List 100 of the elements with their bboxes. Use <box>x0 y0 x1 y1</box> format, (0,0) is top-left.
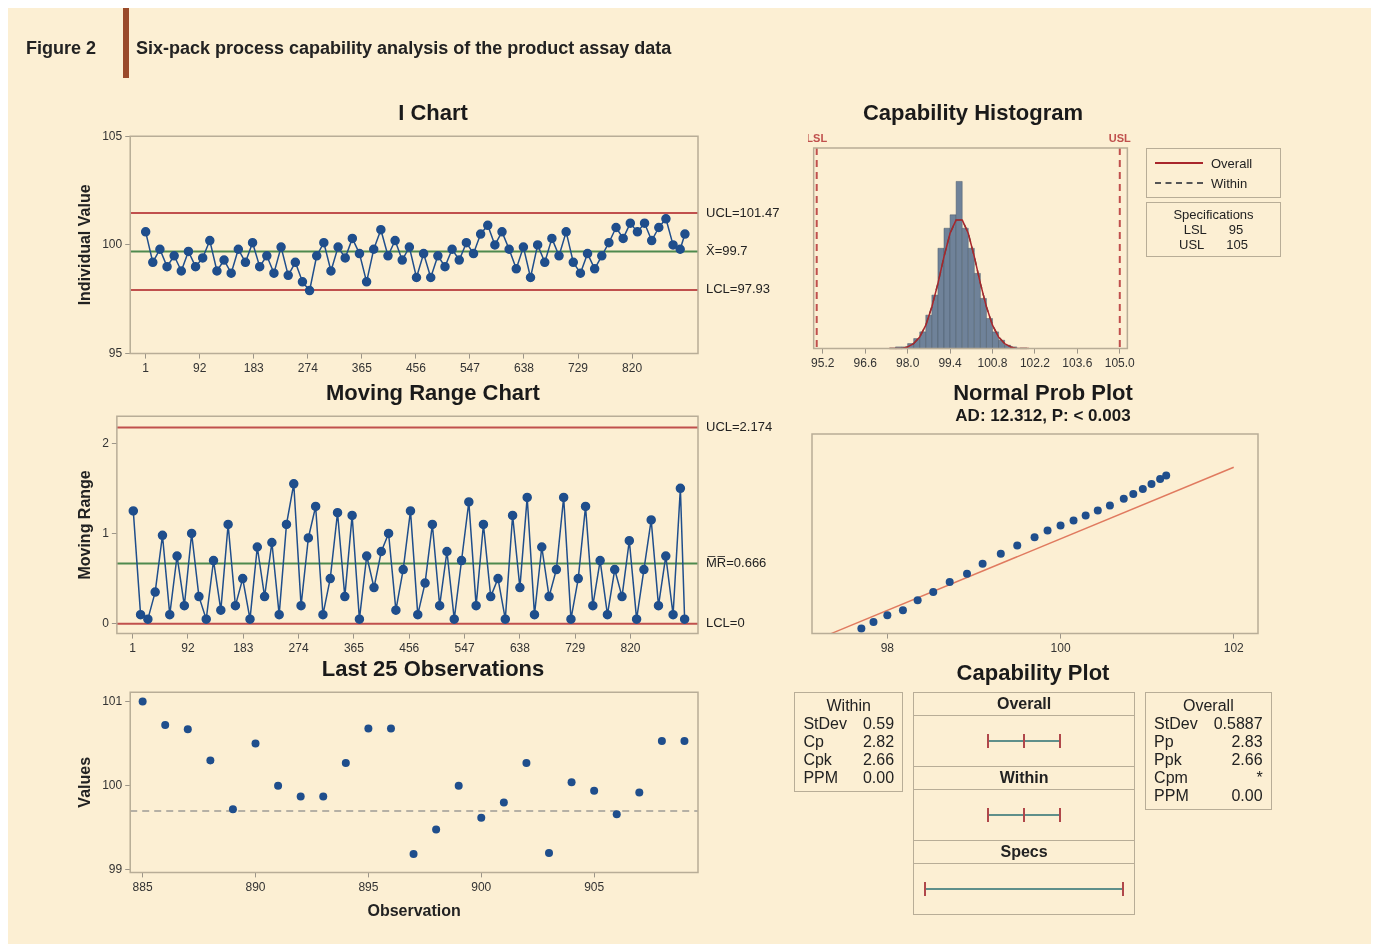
x-tick-label: 99.4 <box>938 356 963 371</box>
x-tick-label: 895 <box>358 879 379 894</box>
point <box>913 596 922 605</box>
x-tick-label: 885 <box>132 879 153 894</box>
text: 0.00 <box>1231 787 1263 805</box>
y-tick-label: 101 <box>102 693 123 708</box>
text: Specifications <box>1172 207 1255 222</box>
chart-title: Last 25 Observations <box>320 656 546 682</box>
point <box>1129 489 1138 498</box>
point <box>522 758 531 767</box>
text: Cpk <box>803 751 832 769</box>
y-axis-title: Moving Range <box>76 470 94 580</box>
point <box>319 792 328 801</box>
x-tick-label: 103.6 <box>1062 356 1093 371</box>
ref-line-label: UCL=101.47 <box>706 204 780 220</box>
x-tick-label: 102 <box>1223 641 1245 656</box>
point <box>499 798 508 807</box>
text: Within <box>825 697 872 715</box>
x-tick-label: 905 <box>584 879 605 894</box>
point <box>432 825 441 834</box>
point <box>386 724 395 733</box>
point <box>206 756 215 765</box>
point <box>1147 479 1156 488</box>
x-tick-label: 105.0 <box>1104 356 1136 371</box>
text: 0.00 <box>862 769 895 787</box>
point <box>251 739 260 748</box>
x-tick-label: 890 <box>245 879 266 894</box>
x-tick-label: 547 <box>459 361 481 376</box>
point <box>228 805 237 814</box>
chart-subtitle: AD: 12.312, P: < 0.003 <box>954 406 1132 426</box>
point <box>869 617 878 626</box>
x-tick-label: 638 <box>509 641 531 656</box>
point <box>657 737 666 746</box>
point <box>883 611 892 620</box>
point <box>567 778 576 787</box>
point <box>409 849 418 858</box>
chart-title: Moving Range Chart <box>325 380 541 406</box>
text: Six-pack process capability analysis of the product assay data <box>136 38 672 59</box>
text: 95 <box>1228 222 1244 237</box>
x-tick-label: 95.2 <box>811 356 835 371</box>
caption: Figure 2 <box>26 38 97 59</box>
x-tick-label: 98 <box>880 641 895 656</box>
x-tick-label: 183 <box>233 641 254 656</box>
point <box>1093 506 1102 515</box>
ref-line-label: USL <box>1108 131 1132 144</box>
point <box>1069 516 1078 525</box>
x-tick-label: 100.8 <box>977 356 1008 371</box>
text: 2.66 <box>862 751 895 769</box>
x-tick-label: 900 <box>471 879 492 894</box>
ref-line-label: UCL=2.174 <box>706 419 773 435</box>
ref-line-label: LCL=0 <box>706 615 745 631</box>
x-tick-label: 820 <box>622 361 643 376</box>
ref-line-label: LCL=97.93 <box>706 281 770 297</box>
x-tick-label: 98.0 <box>895 356 920 371</box>
text: Overall <box>1182 697 1235 715</box>
text: LSL <box>1183 222 1207 237</box>
text: PPM <box>803 769 839 787</box>
text: StDev <box>803 715 847 733</box>
x-tick-label: 100 <box>1050 641 1071 656</box>
point <box>341 758 350 767</box>
y-tick-label: 100 <box>102 777 123 792</box>
point <box>929 588 938 597</box>
point <box>161 721 170 730</box>
x-tick-label: 92 <box>181 641 195 656</box>
point <box>1105 501 1114 510</box>
x-tick-label: 183 <box>243 361 265 376</box>
y-axis-title: Individual Value <box>76 184 94 306</box>
point <box>1013 541 1022 550</box>
point <box>680 737 689 746</box>
point <box>545 849 553 858</box>
point <box>1030 533 1039 542</box>
text: Pp <box>1154 733 1174 751</box>
text: Cp <box>803 733 824 751</box>
text: 2.82 <box>862 733 895 751</box>
point <box>477 813 486 822</box>
x-tick-label: 92 <box>193 361 207 376</box>
point <box>635 788 644 797</box>
point <box>963 569 972 578</box>
text: PPM <box>1154 787 1189 805</box>
x-tick-label: 365 <box>351 361 373 376</box>
text: 2.66 <box>1231 751 1263 769</box>
x-tick-label: 1 <box>142 361 150 376</box>
text: USL <box>1179 237 1205 252</box>
x-tick-label: 456 <box>405 361 427 376</box>
text: Capability Plot <box>955 660 1111 686</box>
text: Overall <box>914 693 1135 716</box>
point <box>1156 474 1165 483</box>
x-tick-label: 274 <box>288 641 309 656</box>
legend-label: Overall <box>1211 155 1253 171</box>
point <box>612 810 621 819</box>
text: Cpm <box>1154 769 1188 787</box>
text: Ppk <box>1154 751 1182 769</box>
chart-title: Normal Prob Plot <box>952 380 1134 406</box>
text: * <box>1256 769 1263 787</box>
y-tick-label: 0 <box>102 615 110 630</box>
point <box>364 724 373 733</box>
x-tick-label: 547 <box>454 641 475 656</box>
ref-line-label: X̄=99.7 <box>706 243 748 258</box>
x-tick-label: 102.2 <box>1019 356 1051 371</box>
point <box>898 606 907 615</box>
